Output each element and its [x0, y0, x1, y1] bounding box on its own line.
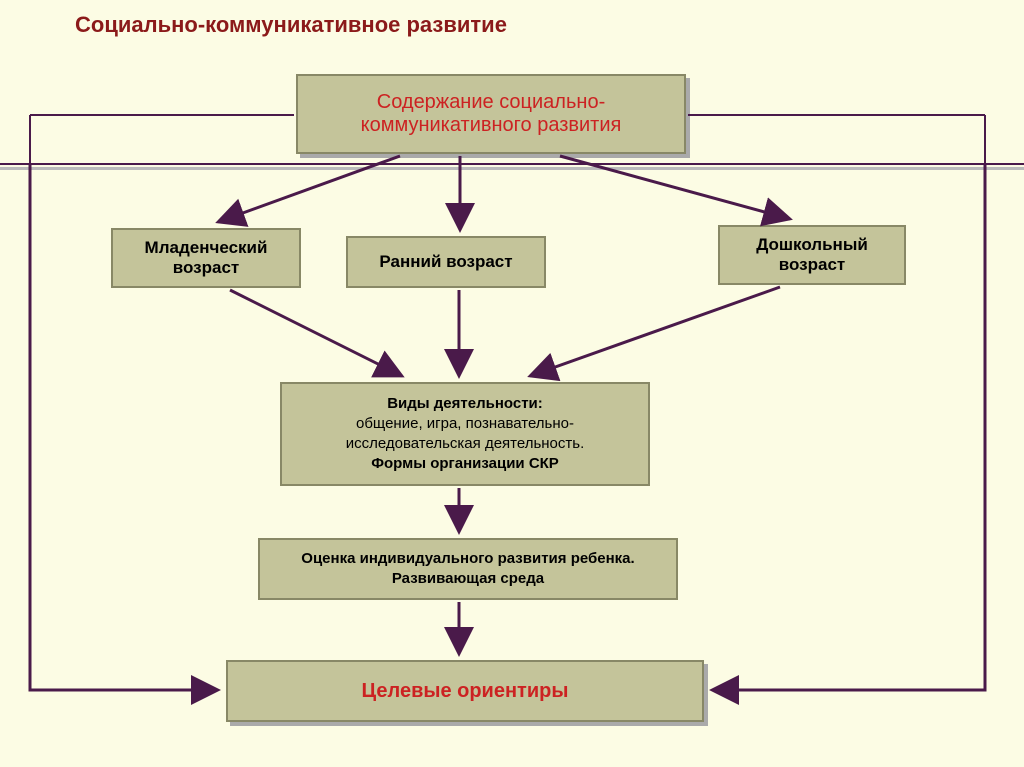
box-target-label: Целевые ориентиры: [362, 680, 569, 703]
activities-line3: Формы организации СКР: [296, 454, 634, 474]
box-age-preschool: Дошкольный возраст: [718, 225, 906, 285]
horizontal-rule: [0, 163, 1024, 165]
box-top-label: Содержание социально-коммуникативного ра…: [312, 91, 670, 137]
box-environment-label: Оценка индивидуального развития ребенка.…: [274, 549, 662, 590]
box-age-early: Ранний возраст: [346, 236, 546, 288]
page-title: Социально-коммуникативное развитие: [75, 12, 507, 38]
box-age-preschool-label: Дошкольный возраст: [734, 235, 890, 275]
box-age-infant-label: Младенческий возраст: [127, 238, 285, 278]
box-age-infant: Младенческий возраст: [111, 228, 301, 288]
activities-line2: общение, игра, познавательно-исследовате…: [296, 414, 634, 455]
box-activities-content: Виды деятельности: общение, игра, познав…: [296, 394, 634, 475]
horizontal-rule-shadow: [0, 167, 1024, 170]
box-environment: Оценка индивидуального развития ребенка.…: [258, 538, 678, 600]
box-top: Содержание социально-коммуникативного ра…: [296, 74, 686, 154]
box-age-early-label: Ранний возраст: [379, 252, 512, 272]
box-activities: Виды деятельности: общение, игра, познав…: [280, 382, 650, 486]
activities-line1: Виды деятельности:: [296, 394, 634, 414]
box-target: Целевые ориентиры: [226, 660, 704, 722]
